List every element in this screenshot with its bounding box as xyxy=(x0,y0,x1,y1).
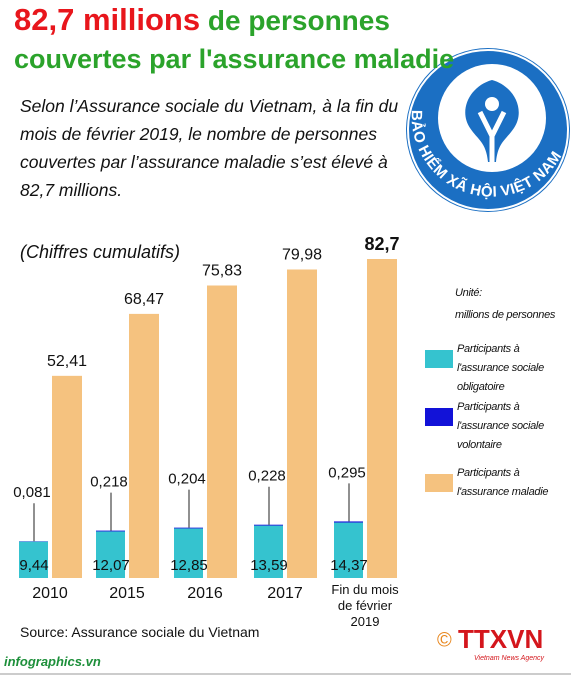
value-label: 14,37 xyxy=(330,557,368,574)
value-label: 75,83 xyxy=(202,263,242,280)
description: Selon l’Assurance sociale du Vietnam, à … xyxy=(20,96,399,200)
unit: millions de personnes xyxy=(455,309,556,321)
title-text: de personnes xyxy=(207,5,390,36)
value-label: 0,081 xyxy=(13,484,51,501)
value-label: 13,59 xyxy=(250,557,288,574)
title-line-2: couvertes par l'assurance maladie xyxy=(14,44,455,74)
x-tick-label: 2016 xyxy=(187,585,223,602)
legend-label: Participants à l'assurance sociale oblig… xyxy=(457,343,544,393)
bar xyxy=(174,528,203,578)
title-line-1: 82,7 millions de personnes xyxy=(14,2,390,38)
website: infographics.vn xyxy=(4,654,101,669)
unit-label: Unité: xyxy=(455,287,482,299)
value-label: 0,295 xyxy=(328,464,366,481)
value-label: 9,44 xyxy=(19,557,48,574)
bar xyxy=(19,541,48,578)
value-label: 82,7 xyxy=(364,234,399,254)
x-tick-label: 2017 xyxy=(267,585,303,602)
legend-swatch xyxy=(425,350,453,368)
agency-name: TTXVN xyxy=(458,624,543,654)
x-tick-label: 2015 xyxy=(109,585,145,602)
bar xyxy=(207,285,237,578)
bar xyxy=(254,524,283,526)
value-label: 79,98 xyxy=(282,247,322,264)
agency-subtitle: Vietnam News Agency xyxy=(474,655,545,662)
bar xyxy=(96,531,125,578)
bar xyxy=(129,313,159,578)
logo: BẢO HIỂM XÃ HỘI VIỆT NAM xyxy=(406,48,570,212)
bar xyxy=(334,521,363,523)
value-label: 12,85 xyxy=(170,557,208,574)
value-label: 0,218 xyxy=(90,474,128,491)
value-label: 12,07 xyxy=(92,557,130,574)
x-tick-label: 2010 xyxy=(32,585,68,602)
source: Source: Assurance sociale du Vietnam xyxy=(20,624,260,640)
bar xyxy=(367,259,397,578)
legend-label: Participants à l'assurance maladie xyxy=(457,467,549,498)
copyright: © xyxy=(437,629,452,651)
bar xyxy=(287,269,317,578)
value-label: 0,204 xyxy=(168,471,206,488)
bar xyxy=(174,527,203,529)
legend-swatch xyxy=(425,408,453,426)
x-tick-label: Fin du mois de février 2019 xyxy=(331,582,399,629)
legend-label: Participants à l'assurance sociale volon… xyxy=(457,401,544,451)
bar xyxy=(52,375,82,578)
value-label: 52,41 xyxy=(47,353,87,370)
note: (Chiffres cumulatifs) xyxy=(20,242,181,262)
bar xyxy=(254,525,283,578)
bar xyxy=(334,522,363,578)
title-highlight: 82,7 millions xyxy=(14,2,201,37)
legend-swatch xyxy=(425,474,453,492)
value-label: 0,228 xyxy=(248,468,286,485)
bar xyxy=(96,530,125,532)
value-label: 68,47 xyxy=(124,291,164,308)
